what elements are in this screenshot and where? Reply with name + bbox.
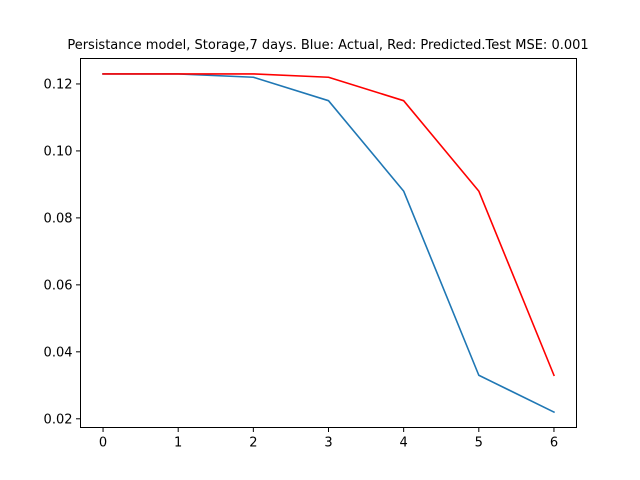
series-line-actual xyxy=(102,73,556,414)
plot-frame xyxy=(80,58,577,428)
x-tick-label: 2 xyxy=(249,436,257,451)
chart-title: Persistance model, Storage,7 days. Blue:… xyxy=(67,38,588,53)
x-tick-label: 6 xyxy=(550,436,558,451)
y-tick-label: 0.06 xyxy=(44,278,73,293)
y-tick-label: 0.02 xyxy=(44,412,73,427)
series-layer xyxy=(102,73,556,414)
x-tick-label: 0 xyxy=(99,436,107,451)
y-tick-label: 0.12 xyxy=(44,77,73,92)
x-axis: 0 1 2 3 4 5 6 xyxy=(99,427,558,451)
x-tick-label: 5 xyxy=(475,436,483,451)
y-tick-label: 0.10 xyxy=(44,144,73,159)
y-tick-label: 0.04 xyxy=(44,345,73,360)
x-tick-label: 4 xyxy=(400,436,408,451)
x-tick-label: 3 xyxy=(324,436,332,451)
series-line-predicted xyxy=(102,73,555,377)
x-tick-label: 1 xyxy=(174,436,182,451)
y-tick-label: 0.08 xyxy=(44,211,73,226)
y-axis: 0.02 0.04 0.06 0.08 0.10 0.12 xyxy=(44,77,81,427)
